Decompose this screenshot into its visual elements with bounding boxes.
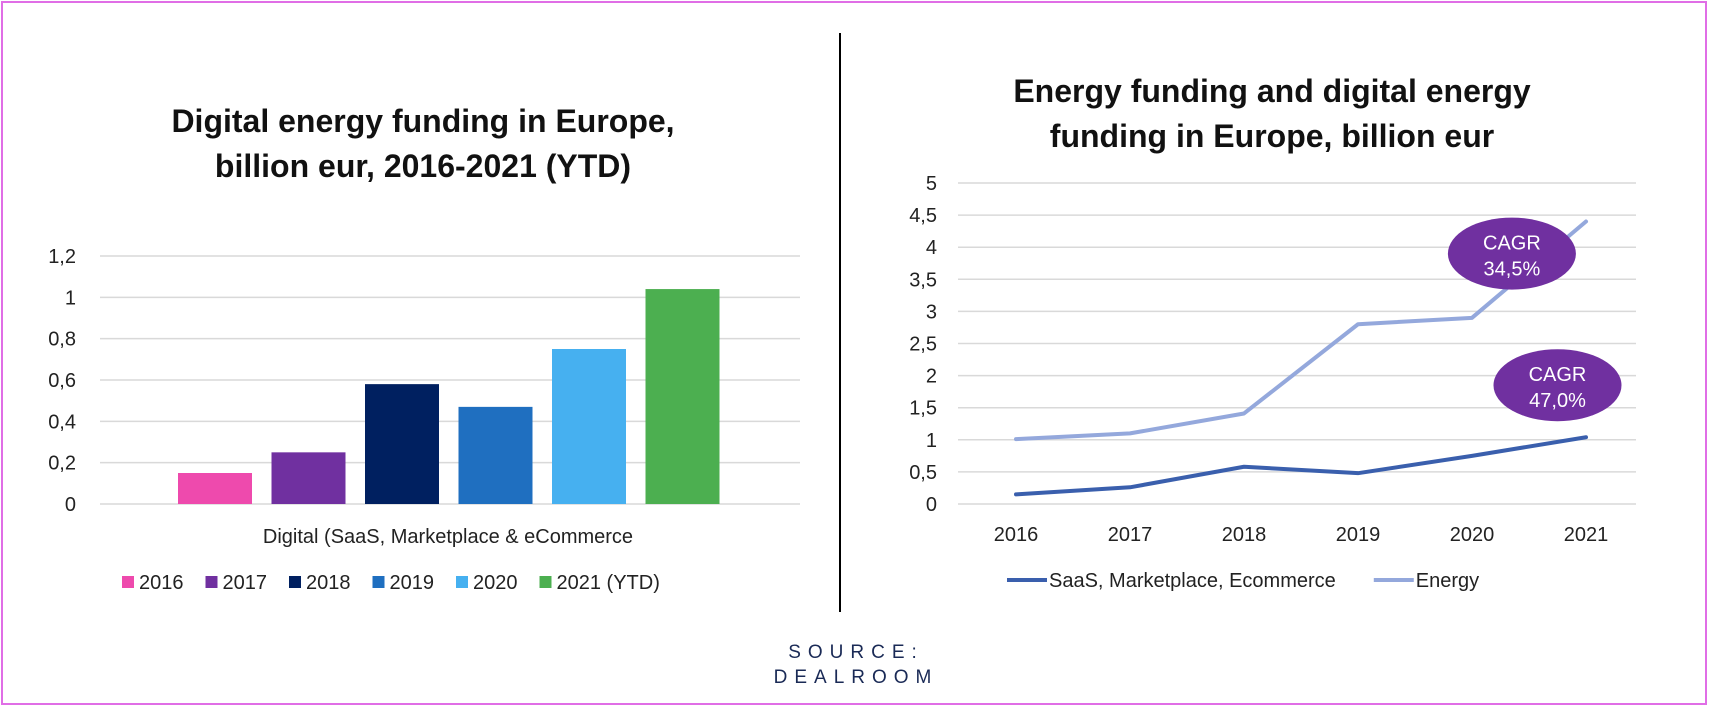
cagr-label: CAGR [1483, 233, 1541, 255]
line-chart: Energy funding and digital energy fundin… [909, 73, 1636, 592]
line-y-tick-label: 2,5 [909, 334, 937, 356]
line-series-energy [1014, 219, 1588, 442]
cagr-value: 47,0% [1529, 390, 1586, 412]
line-series-saas-marketplace-ecommerce [1014, 435, 1588, 497]
line-x-tick-label: 2019 [1336, 524, 1381, 546]
line-x-tick-label: 2021 [1564, 524, 1609, 546]
bar-chart-title-line-1: Digital energy funding in Europe, [171, 103, 674, 139]
line-chart-title-line-1: Energy funding and digital energy [1013, 73, 1531, 109]
bar-y-tick-label: 1 [65, 287, 76, 309]
line-chart-series [1014, 219, 1588, 497]
bar-y-tick-label: 1,2 [48, 246, 76, 268]
line-y-tick-label: 5 [926, 173, 937, 195]
line-chart-annotations: CAGR 34,5% CAGR 47,0% [1447, 217, 1622, 422]
cagr-value: 34,5% [1484, 259, 1541, 281]
line-chart-y-axis: 0 0,5 1 1,5 2 2,5 3 3,5 4 4,5 5 [909, 173, 937, 516]
bar-legend-label: 2017 [223, 572, 268, 594]
line-legend-label: SaaS, Marketplace, Ecommerce [1049, 570, 1336, 592]
line-y-tick-label: 2 [926, 366, 937, 388]
bar-chart: Digital energy funding in Europe, billio… [48, 103, 800, 594]
line-chart-x-axis: 2016 2017 2018 2019 2020 2021 [994, 524, 1609, 546]
line-x-tick-label: 2017 [1108, 524, 1153, 546]
cagr-bubble [1493, 349, 1622, 422]
bar-chart-bars [178, 289, 720, 504]
bar-chart-y-axis: 0 0,2 0,4 0,6 0,8 1 1,2 [48, 246, 76, 516]
bar-y-tick-label: 0 [65, 494, 76, 516]
line-y-tick-label: 0,5 [909, 462, 937, 484]
line-y-tick-label: 1 [926, 430, 937, 452]
source-name: DEALROOM [773, 667, 939, 688]
bar-y-tick-label: 0,4 [48, 411, 76, 433]
line-y-tick-label: 4,5 [909, 205, 937, 227]
bar-legend-swatch [372, 576, 385, 588]
bar-y-tick-label: 0,2 [48, 453, 76, 475]
bar-2020 [552, 349, 626, 504]
bar-y-tick-label: 0,6 [48, 370, 76, 392]
bar-legend-swatch [289, 576, 301, 588]
cagr-label: CAGR [1529, 364, 1587, 386]
line-chart-legend: SaaS, Marketplace, Ecommerce Energy [1007, 570, 1479, 592]
bar-y-tick-label: 0,8 [48, 329, 76, 351]
bar-chart-title-line-2: billion eur, 2016-2021 (YTD) [215, 148, 631, 184]
bar-2021-ytd- [645, 289, 720, 504]
line-y-tick-label: 3,5 [909, 269, 937, 291]
bar-legend-label: 2018 [306, 572, 351, 594]
bar-chart-legend: 2016 2017 2018 2019 2020 2021 (YTD) [122, 572, 660, 594]
bar-legend-swatch [122, 576, 134, 588]
bar-legend-label: 2020 [473, 572, 518, 594]
bar-legend-swatch [205, 576, 218, 588]
line-x-tick-label: 2018 [1222, 524, 1267, 546]
line-chart-title-line-2: funding in Europe, billion eur [1050, 118, 1494, 154]
bar-legend-label: 2016 [139, 572, 184, 594]
line-legend-label: Energy [1416, 570, 1479, 592]
line-x-tick-label: 2020 [1450, 524, 1495, 546]
line-x-tick-label: 2016 [994, 524, 1039, 546]
line-y-tick-label: 4 [926, 237, 937, 259]
bar-legend-label: 2019 [390, 572, 435, 594]
bar-2019 [458, 406, 533, 504]
cagr-annotation: CAGR 34,5% [1447, 217, 1576, 290]
bar-2018 [365, 384, 439, 504]
bar-legend-swatch [539, 576, 552, 588]
source-label: SOURCE: [788, 642, 924, 663]
line-y-tick-label: 3 [926, 301, 937, 323]
bar-2017 [271, 452, 346, 504]
cagr-bubble [1447, 217, 1576, 290]
cagr-annotation: CAGR 47,0% [1493, 349, 1622, 422]
bar-legend-label: 2021 (YTD) [557, 572, 660, 594]
bar-chart-category-label: Digital (SaaS, Marketplace & eCommerce [263, 526, 633, 548]
source-credit: SOURCE: DEALROOM [0, 640, 1712, 690]
line-y-tick-label: 0 [926, 494, 937, 516]
bar-legend-swatch [456, 576, 468, 588]
bar-2016 [178, 473, 252, 504]
line-y-tick-label: 1,5 [909, 398, 937, 420]
